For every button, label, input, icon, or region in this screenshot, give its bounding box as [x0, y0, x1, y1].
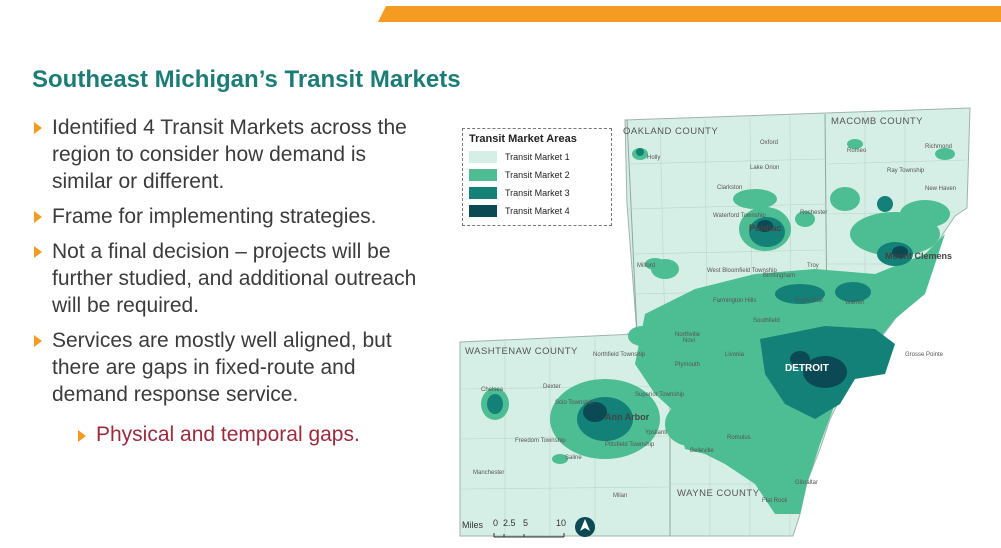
city-label: Manchester — [473, 470, 504, 476]
city-label: Belleville — [690, 448, 714, 454]
transit-market-map: OAKLAND COUNTY MACOMB COUNTY WASHTENAW C… — [459, 107, 971, 537]
legend-swatch — [469, 169, 497, 181]
city-label: Freedom Township — [515, 438, 566, 444]
top-accent-bar — [378, 6, 1001, 22]
legend-label: Transit Market 3 — [505, 188, 570, 198]
scale-tick: 2.5 — [503, 518, 516, 528]
county-label-washtenaw: WASHTENAW COUNTY — [465, 346, 578, 357]
city-label: Gibraltar — [795, 480, 818, 486]
city-label: Warren — [845, 300, 864, 306]
bullet-item: Services are mostly well aligned, but th… — [32, 327, 432, 408]
bullet-list: Identified 4 Transit Markets across the … — [32, 114, 432, 416]
city-label: Milford — [637, 263, 655, 269]
scale-line — [493, 533, 565, 538]
market-4-areas — [583, 220, 908, 422]
legend-label: Transit Market 1 — [505, 152, 570, 162]
city-label: Southfield — [753, 318, 780, 324]
city-label: Lake Orion — [750, 165, 779, 171]
city-label: Grosse Pointe — [905, 352, 944, 358]
city-label: Holly — [647, 155, 660, 161]
city-label: New Haven — [925, 186, 956, 192]
slide-title: Southeast Michigan’s Transit Markets — [32, 66, 461, 93]
city-label: Romulus — [727, 435, 751, 441]
legend-item: Transit Market 4 — [469, 202, 605, 220]
legend-item: Transit Market 2 — [469, 166, 605, 184]
city-label: Saline — [565, 455, 582, 461]
legend-swatch — [469, 187, 497, 199]
city-label: Dexter — [543, 384, 561, 390]
city-label: Ray Township — [887, 168, 925, 174]
city-label: Scio Township — [555, 400, 594, 406]
scale-tick: 5 — [523, 518, 529, 528]
legend-label: Transit Market 4 — [505, 206, 570, 216]
city-label-ann-arbor: Ann Arbor — [605, 412, 650, 422]
legend-label: Transit Market 2 — [505, 170, 570, 180]
scale-tick: 0 — [493, 518, 499, 528]
sub-bullet-arrow-icon — [78, 430, 86, 442]
city-label: Livonia — [725, 352, 745, 358]
legend-item: Transit Market 3 — [469, 184, 605, 202]
city-label: Flat Rock — [762, 498, 788, 504]
city-label: Chelsea — [481, 387, 504, 393]
city-label: Milan — [613, 493, 627, 499]
city-label: Northfield Township — [593, 352, 646, 358]
city-label: Plymouth — [675, 362, 700, 368]
bullet-text: Not a final decision – projects will be … — [52, 240, 417, 317]
city-label: Richmond — [925, 144, 952, 150]
county-label-oakland: OAKLAND COUNTY — [623, 126, 718, 137]
city-label: Rochester — [800, 210, 827, 216]
bullet-arrow-icon — [34, 122, 42, 134]
city-label: Clarkston — [717, 185, 742, 191]
sub-bullet-item: Physical and temporal gaps. — [76, 423, 360, 447]
bullet-arrow-icon — [34, 335, 42, 347]
county-label-macomb: MACOMB COUNTY — [831, 116, 923, 127]
bullet-text: Services are mostly well aligned, but th… — [52, 329, 392, 406]
city-label-mount-clemens: Mount Clemens — [885, 251, 952, 261]
city-label: Romeo — [847, 148, 867, 154]
city-label-detroit: DETROIT — [785, 363, 829, 374]
city-label: Northville — [675, 332, 701, 338]
scale-tick: 10 — [556, 518, 567, 528]
city-label: Farmington Hills — [713, 298, 756, 304]
bullet-item: Identified 4 Transit Markets across the … — [32, 114, 432, 195]
city-label: Pittsfield Township — [605, 442, 655, 448]
map-legend: Transit Market Areas Transit Market 1 Tr… — [462, 128, 612, 226]
city-label: Waterford Township — [713, 213, 766, 219]
city-label: Oxford — [760, 140, 778, 146]
bullet-arrow-icon — [34, 211, 42, 223]
county-label-wayne: WAYNE COUNTY — [677, 488, 760, 499]
legend-title: Transit Market Areas — [469, 133, 577, 145]
city-label: Troy — [807, 263, 819, 269]
city-label-pontiac: Pontiac — [749, 223, 782, 233]
bullet-arrow-icon — [34, 246, 42, 258]
city-label: Novi — [683, 338, 695, 344]
scale-bar: Miles 0 2.5 5 10 — [462, 517, 602, 542]
city-label: West Bloomfield Township — [707, 268, 777, 274]
city-label: Birmingham — [763, 273, 795, 279]
bullet-text: Identified 4 Transit Markets across the … — [52, 116, 407, 193]
city-label: Royal Oak — [795, 298, 824, 304]
bullet-text: Frame for implementing strategies. — [52, 205, 377, 228]
city-label: Ypsilanti — [645, 430, 667, 436]
bullet-item: Frame for implementing strategies. — [32, 203, 432, 230]
sub-bullet-text: Physical and temporal gaps. — [96, 423, 360, 446]
bullet-item: Not a final decision – projects will be … — [32, 238, 432, 319]
legend-item: Transit Market 1 — [469, 148, 605, 166]
city-label: Superior Township — [635, 392, 685, 398]
north-arrow-icon — [575, 517, 595, 537]
legend-swatch — [469, 205, 497, 217]
legend-swatch — [469, 151, 497, 163]
scale-label: Miles — [462, 520, 484, 530]
